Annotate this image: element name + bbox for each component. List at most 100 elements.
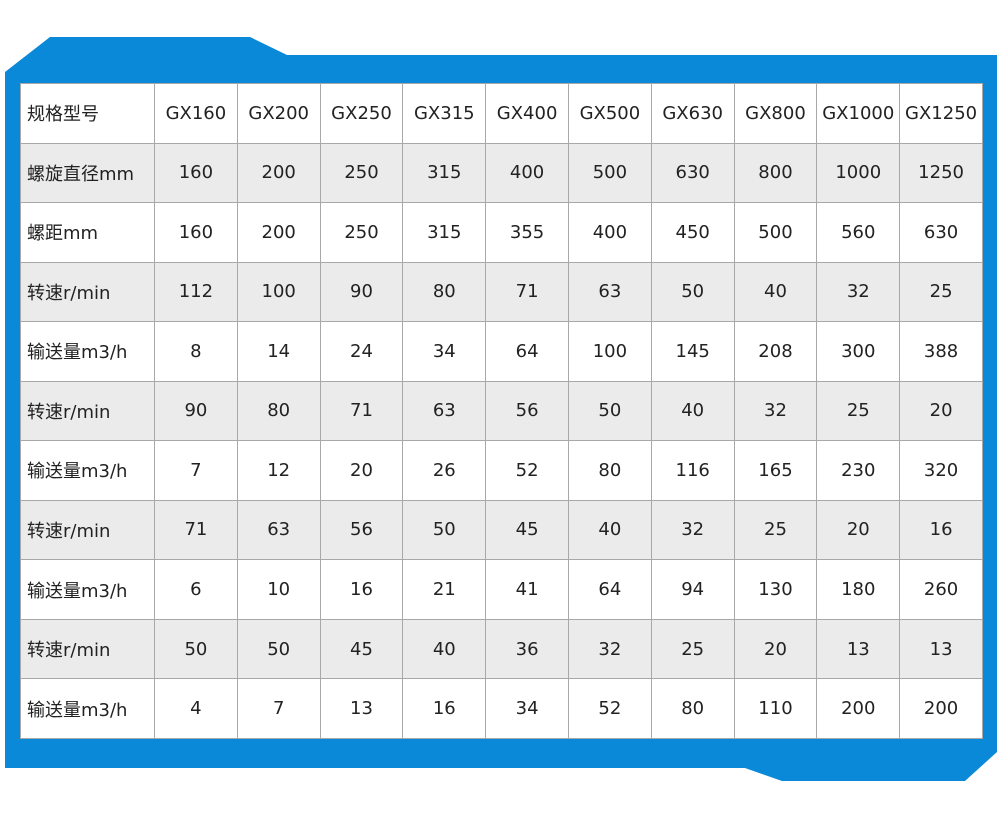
table-row: 输送量m3/h 4 7 13 16 34 52 80 110 200 200 bbox=[20, 678, 983, 739]
table-cell: 25 bbox=[816, 380, 901, 442]
table-cell: 25 bbox=[733, 499, 818, 561]
row-label: 转速r/min bbox=[20, 618, 155, 680]
table-cell: 100 bbox=[567, 321, 652, 382]
table-cell: 145 bbox=[650, 321, 735, 382]
table-cell: 34 bbox=[485, 678, 569, 739]
table-cell: 90 bbox=[154, 380, 238, 442]
column-header: GX400 bbox=[485, 83, 569, 144]
table-cell: 94 bbox=[650, 559, 735, 620]
table-cell: 12 bbox=[236, 440, 321, 501]
table-cell: 300 bbox=[816, 321, 901, 382]
table-cell: 260 bbox=[899, 559, 983, 620]
table-row: 螺距mm 160 200 250 315 355 400 450 500 560 630 bbox=[20, 202, 983, 263]
column-header: GX200 bbox=[236, 83, 321, 144]
header-row: 规格型号 GX160 GX200 GX250 GX315 GX400 GX500 GX630 G… bbox=[20, 83, 983, 144]
table-cell: 500 bbox=[567, 142, 652, 204]
table-row: 转速r/min 90 80 71 63 56 50 40 32 25 20 bbox=[20, 380, 983, 442]
table-cell: 20 bbox=[816, 499, 901, 561]
table-cell: 100 bbox=[236, 261, 321, 323]
table-cell: 71 bbox=[485, 261, 569, 323]
table-cell: 230 bbox=[816, 440, 901, 501]
table-cell: 200 bbox=[236, 142, 321, 204]
table-cell: 165 bbox=[733, 440, 818, 501]
table-cell: 16 bbox=[899, 499, 983, 561]
table-cell: 200 bbox=[899, 678, 983, 739]
table-cell: 21 bbox=[402, 559, 487, 620]
column-header: GX1000 bbox=[816, 83, 901, 144]
table-cell: 1250 bbox=[899, 142, 983, 204]
spec-table: 规格型号 GX160 GX200 GX250 GX315 GX400 GX500 GX630 G… bbox=[20, 83, 983, 739]
table-cell: 50 bbox=[567, 380, 652, 442]
column-header: GX250 bbox=[319, 83, 404, 144]
table-cell: 560 bbox=[816, 202, 901, 263]
table-cell: 90 bbox=[319, 261, 404, 323]
table-row: 螺旋直径mm 160 200 250 315 400 500 630 800 1000 1250 bbox=[20, 142, 983, 204]
table-cell: 24 bbox=[319, 321, 404, 382]
column-header: GX500 bbox=[567, 83, 652, 144]
row-label: 输送量m3/h bbox=[20, 321, 155, 382]
table-cell: 500 bbox=[733, 202, 818, 263]
table-row: 输送量m3/h 8 14 24 34 64 100 145 208 300 388 bbox=[20, 321, 983, 382]
table-cell: 160 bbox=[154, 142, 238, 204]
table-cell: 6 bbox=[154, 559, 238, 620]
table-row: 输送量m3/h 7 12 20 26 52 80 116 165 230 320 bbox=[20, 440, 983, 501]
table-cell: 25 bbox=[899, 261, 983, 323]
table-cell: 16 bbox=[319, 559, 404, 620]
table-cell: 32 bbox=[567, 618, 652, 680]
table-cell: 320 bbox=[899, 440, 983, 501]
table-cell: 200 bbox=[236, 202, 321, 263]
column-header: GX1250 bbox=[899, 83, 983, 144]
table-cell: 40 bbox=[567, 499, 652, 561]
table-cell: 450 bbox=[650, 202, 735, 263]
table-cell: 16 bbox=[402, 678, 487, 739]
table-cell: 40 bbox=[402, 618, 487, 680]
table-cell: 64 bbox=[485, 321, 569, 382]
table-cell: 32 bbox=[650, 499, 735, 561]
table-cell: 13 bbox=[899, 618, 983, 680]
table-cell: 56 bbox=[319, 499, 404, 561]
table-cell: 4 bbox=[154, 678, 238, 739]
table-cell: 34 bbox=[402, 321, 487, 382]
table-cell: 63 bbox=[567, 261, 652, 323]
table-cell: 52 bbox=[567, 678, 652, 739]
table-cell: 71 bbox=[319, 380, 404, 442]
table-cell: 250 bbox=[319, 202, 404, 263]
table-cell: 80 bbox=[236, 380, 321, 442]
table-cell: 45 bbox=[319, 618, 404, 680]
row-label: 螺距mm bbox=[20, 202, 155, 263]
table-cell: 1000 bbox=[816, 142, 901, 204]
row-label: 输送量m3/h bbox=[20, 678, 155, 739]
table-cell: 80 bbox=[402, 261, 487, 323]
table-cell: 50 bbox=[650, 261, 735, 323]
row-label: 规格型号 bbox=[20, 83, 155, 144]
table-cell: 355 bbox=[485, 202, 569, 263]
table-cell: 400 bbox=[485, 142, 569, 204]
table-cell: 50 bbox=[402, 499, 487, 561]
table-cell: 800 bbox=[733, 142, 818, 204]
table-cell: 32 bbox=[816, 261, 901, 323]
table-cell: 63 bbox=[402, 380, 487, 442]
table-cell: 116 bbox=[650, 440, 735, 501]
row-label: 转速r/min bbox=[20, 380, 155, 442]
table-row: 转速r/min 50 50 45 40 36 32 25 20 13 13 bbox=[20, 618, 983, 680]
table-cell: 71 bbox=[154, 499, 238, 561]
table-cell: 36 bbox=[485, 618, 569, 680]
table-cell: 315 bbox=[402, 202, 487, 263]
table-cell: 160 bbox=[154, 202, 238, 263]
table-cell: 80 bbox=[567, 440, 652, 501]
table-cell: 7 bbox=[154, 440, 238, 501]
table-cell: 20 bbox=[733, 618, 818, 680]
table-cell: 56 bbox=[485, 380, 569, 442]
table-cell: 208 bbox=[733, 321, 818, 382]
table-cell: 25 bbox=[650, 618, 735, 680]
table-cell: 41 bbox=[485, 559, 569, 620]
table-cell: 13 bbox=[319, 678, 404, 739]
table-cell: 50 bbox=[154, 618, 238, 680]
table-cell: 250 bbox=[319, 142, 404, 204]
column-header: GX630 bbox=[650, 83, 735, 144]
table-cell: 10 bbox=[236, 559, 321, 620]
table-cell: 7 bbox=[236, 678, 321, 739]
row-label: 螺旋直径mm bbox=[20, 142, 155, 204]
table-cell: 64 bbox=[567, 559, 652, 620]
table-cell: 315 bbox=[402, 142, 487, 204]
